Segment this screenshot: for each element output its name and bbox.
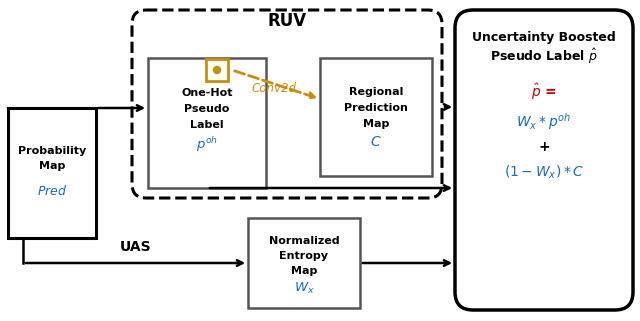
Text: UAS: UAS bbox=[120, 240, 151, 254]
Text: RUV: RUV bbox=[268, 12, 307, 30]
Circle shape bbox=[214, 66, 221, 74]
Bar bbox=[148, 58, 266, 188]
Bar bbox=[206, 59, 228, 81]
Text: $p^{oh}$: $p^{oh}$ bbox=[196, 135, 218, 154]
Text: Normalized: Normalized bbox=[269, 236, 339, 246]
Text: Map: Map bbox=[363, 119, 389, 129]
Text: $\hat{p}$ =: $\hat{p}$ = bbox=[531, 82, 557, 102]
Text: Map: Map bbox=[39, 161, 65, 171]
Text: Entropy: Entropy bbox=[280, 251, 328, 261]
Bar bbox=[248, 218, 360, 308]
Text: Probability: Probability bbox=[18, 146, 86, 156]
Text: Label: Label bbox=[190, 120, 224, 130]
Text: Map: Map bbox=[291, 266, 317, 276]
FancyBboxPatch shape bbox=[132, 10, 442, 198]
Text: $C$: $C$ bbox=[370, 135, 382, 149]
Text: Prediction: Prediction bbox=[344, 103, 408, 113]
Text: Pseudo: Pseudo bbox=[184, 104, 230, 114]
Text: $(1-W_x)*C$: $(1-W_x)*C$ bbox=[504, 163, 584, 181]
FancyBboxPatch shape bbox=[455, 10, 633, 310]
Text: $W_x$: $W_x$ bbox=[294, 281, 314, 296]
Text: Conv2d: Conv2d bbox=[252, 82, 296, 94]
Text: $W_x * p^{oh}$: $W_x * p^{oh}$ bbox=[516, 112, 572, 133]
Bar bbox=[320, 58, 432, 176]
Bar bbox=[8, 108, 96, 238]
Text: +: + bbox=[538, 140, 550, 154]
Text: Pseudo Label $\hat{p}$: Pseudo Label $\hat{p}$ bbox=[490, 47, 598, 65]
Text: Regional: Regional bbox=[349, 87, 403, 97]
Text: One-Hot: One-Hot bbox=[181, 88, 233, 98]
Text: Uncertainty Boosted: Uncertainty Boosted bbox=[472, 31, 616, 45]
Text: $\it{Pred}$: $\it{Pred}$ bbox=[37, 184, 67, 198]
